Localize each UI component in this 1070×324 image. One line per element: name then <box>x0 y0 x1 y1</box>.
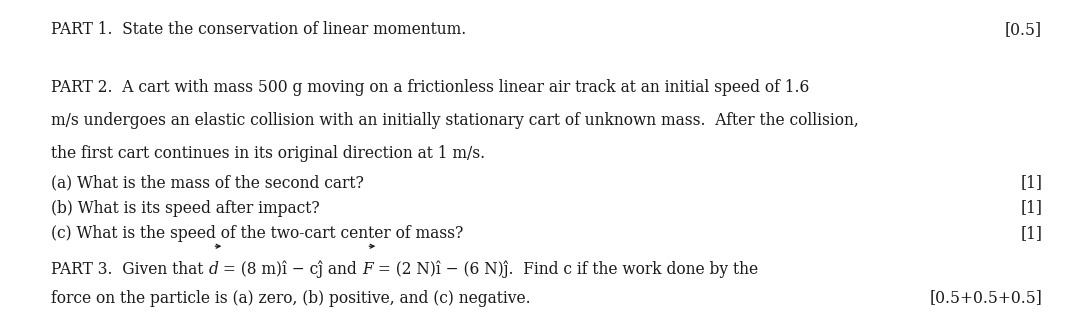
Text: [0.5+0.5+0.5]: [0.5+0.5+0.5] <box>930 290 1042 307</box>
Text: m/s undergoes an elastic collision with an initially stationary cart of unknown : m/s undergoes an elastic collision with … <box>51 112 859 129</box>
Text: = (8 m)î − cĵ and: = (8 m)î − cĵ and <box>218 261 362 278</box>
Text: [0.5]: [0.5] <box>1005 21 1042 38</box>
Text: [1]: [1] <box>1020 174 1042 191</box>
Text: d: d <box>209 261 218 278</box>
Text: PART 2.  A cart with mass 500 g moving on a frictionless linear air track at an : PART 2. A cart with mass 500 g moving on… <box>51 79 810 96</box>
Text: PART 1.  State the conservation of linear momentum.: PART 1. State the conservation of linear… <box>51 21 467 38</box>
Text: (c) What is the speed of the two-cart center of mass?: (c) What is the speed of the two-cart ce… <box>51 226 463 242</box>
Text: [1]: [1] <box>1020 200 1042 216</box>
Text: = (2 N)î − (6 N)ĵ.  Find c if the work done by the: = (2 N)î − (6 N)ĵ. Find c if the work do… <box>372 261 758 278</box>
Text: F: F <box>362 261 372 278</box>
Text: (b) What is its speed after impact?: (b) What is its speed after impact? <box>51 200 320 216</box>
Text: PART 3.  Given that: PART 3. Given that <box>51 261 209 278</box>
Text: the first cart continues in its original direction at 1 m/s.: the first cart continues in its original… <box>51 145 486 162</box>
Text: (a) What is the mass of the second cart?: (a) What is the mass of the second cart? <box>51 174 364 191</box>
Text: [1]: [1] <box>1020 226 1042 242</box>
Text: force on the particle is (a) zero, (b) positive, and (c) negative.: force on the particle is (a) zero, (b) p… <box>51 290 531 307</box>
